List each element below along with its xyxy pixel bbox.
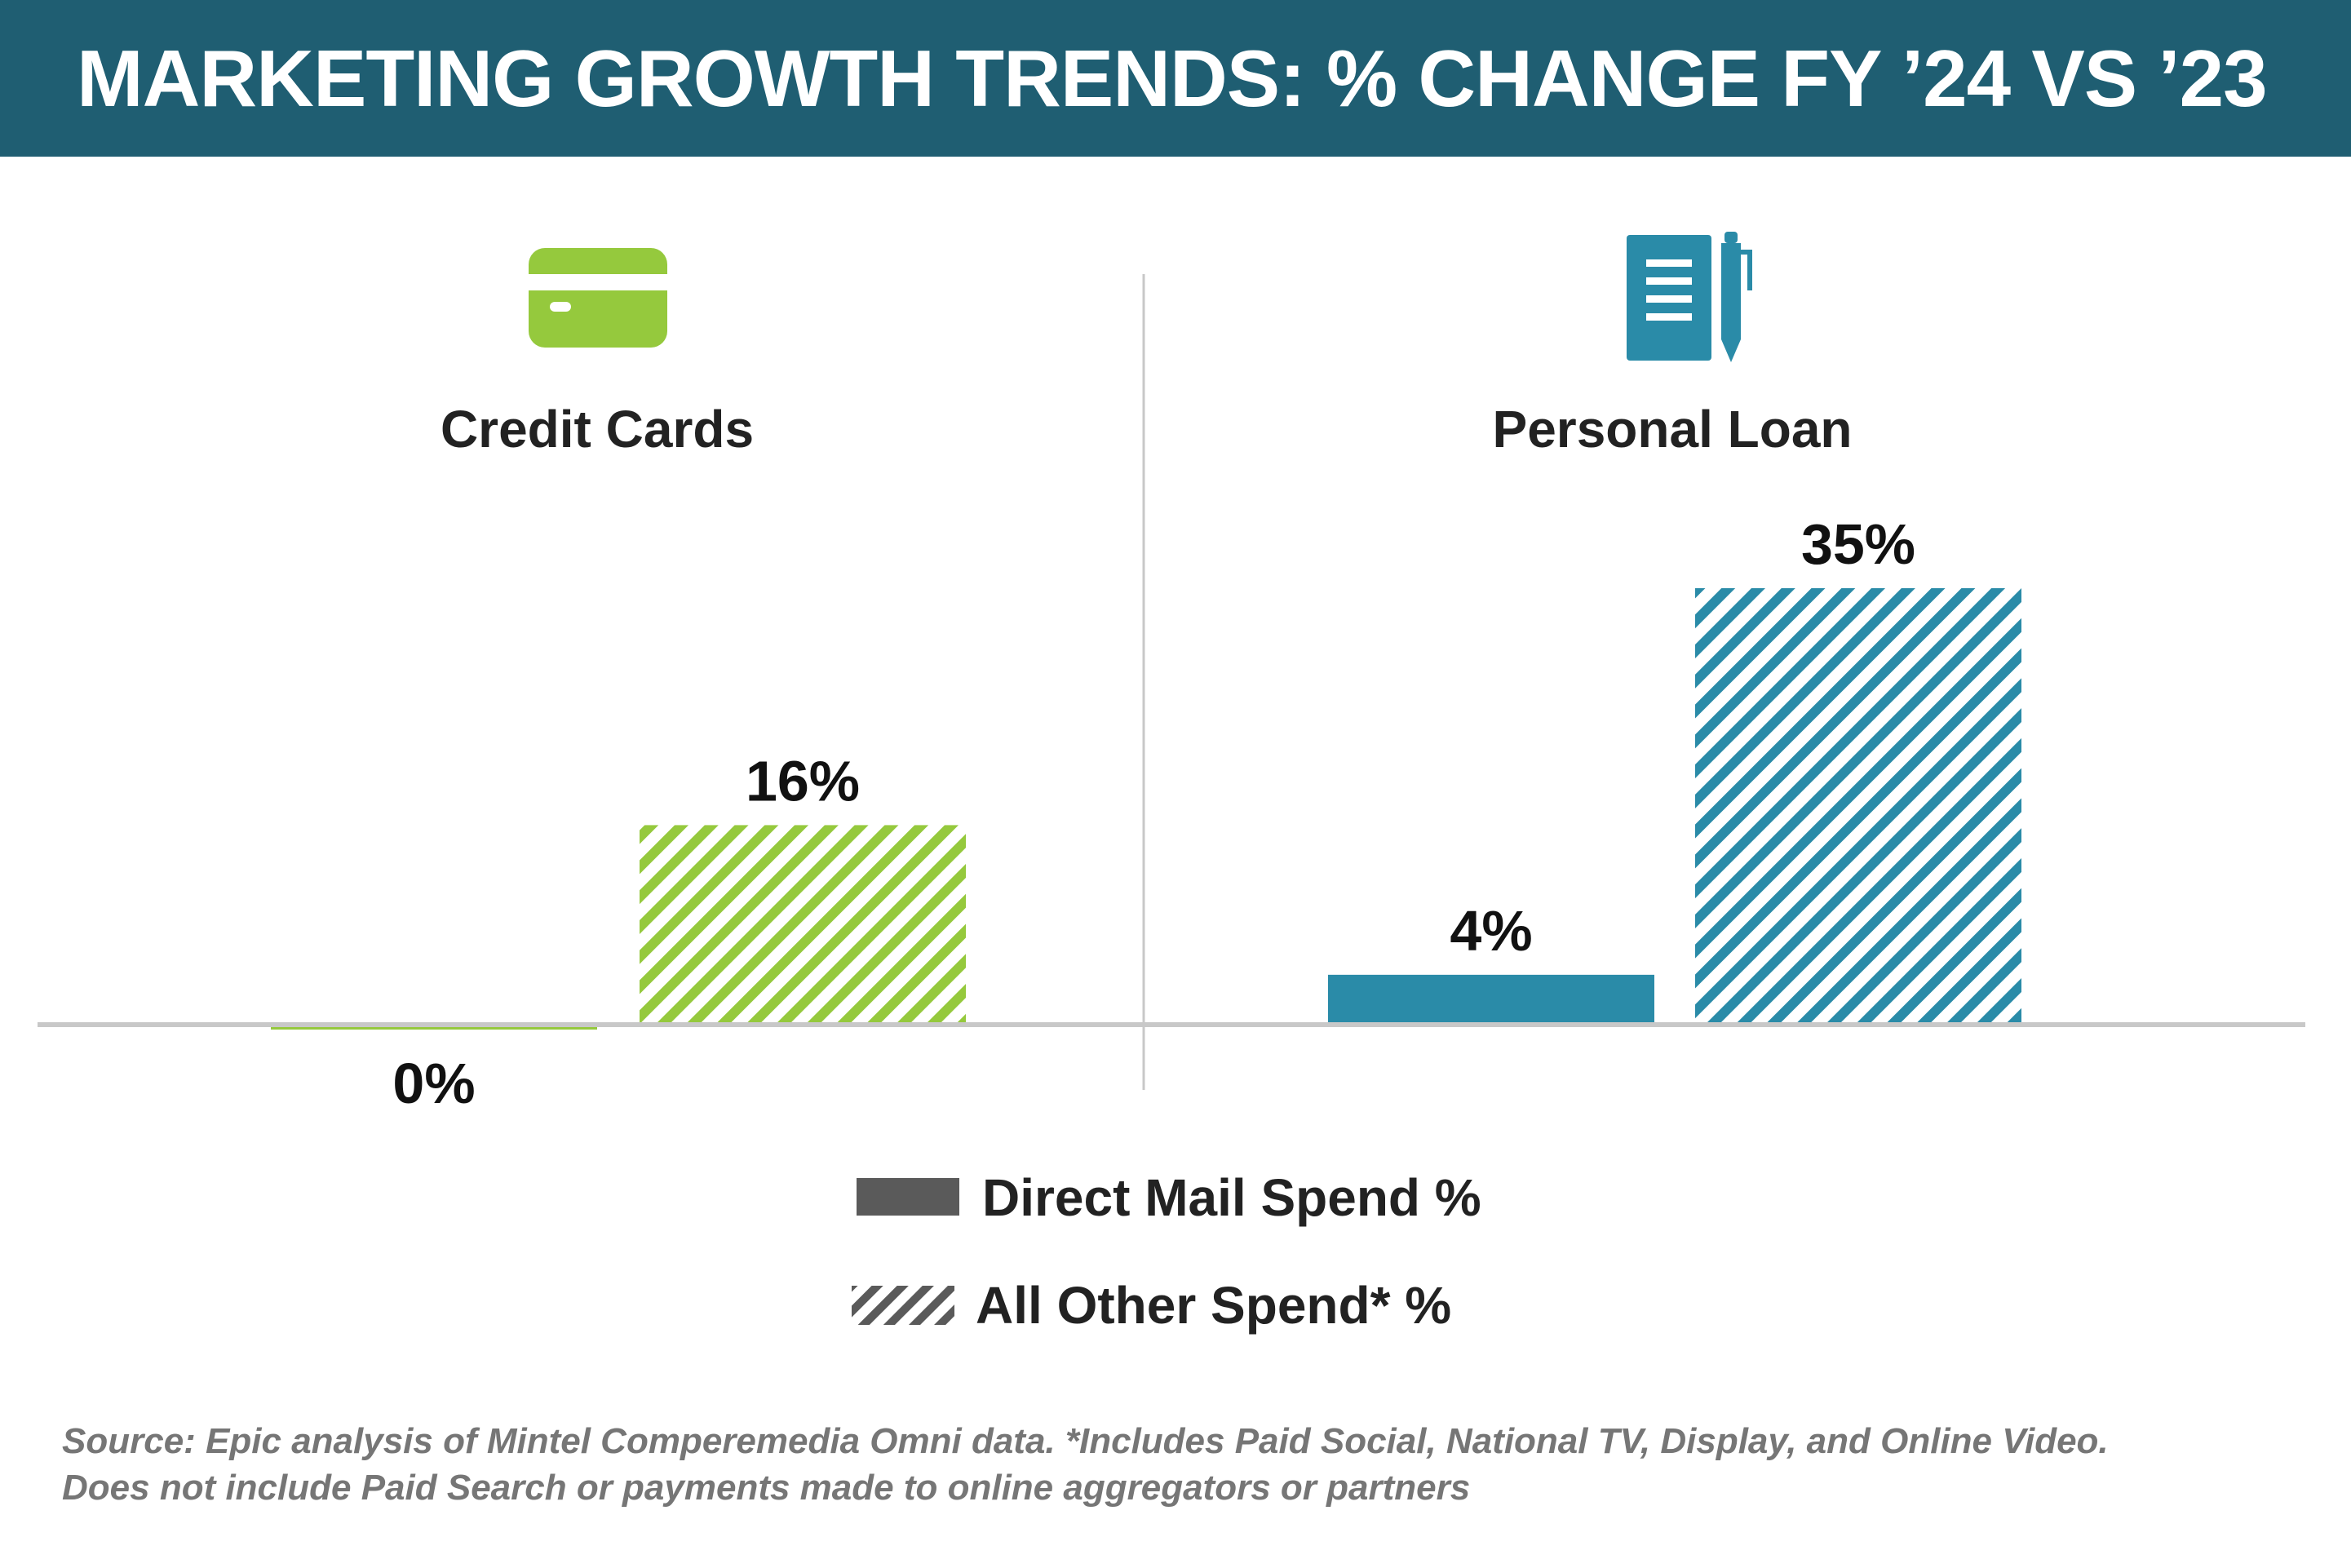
legend-swatch-direct-mail xyxy=(857,1178,959,1216)
legend-label-direct-mail: Direct Mail Spend % xyxy=(982,1168,1481,1227)
legend-swatch-all-other xyxy=(852,1286,954,1325)
header-bar: MARKETING GROWTH TRENDS: % CHANGE FY ’24… xyxy=(0,0,2351,157)
bar-credit-cards-all-other xyxy=(640,825,966,1025)
category-title-credit-cards: Credit Cards xyxy=(441,400,754,458)
footnote-line-1: Source: Epic analysis of Mintel Comperem… xyxy=(62,1421,2109,1461)
legend: Direct Mail Spend % All Other Spend* % xyxy=(852,1168,1481,1335)
value-label-personal-loan-direct-mail: 4% xyxy=(1450,899,1532,963)
page-title: MARKETING GROWTH TRENDS: % CHANGE FY ’24… xyxy=(77,33,2268,123)
legend-label-all-other: All Other Spend* % xyxy=(976,1276,1451,1335)
bar-personal-loan-direct-mail xyxy=(1328,974,1654,1025)
value-label-credit-cards-all-other: 16% xyxy=(746,749,860,813)
source-footnote: Source: Epic analysis of Mintel Comperem… xyxy=(62,1418,2313,1511)
credit-card-icon xyxy=(529,248,667,348)
value-label-credit-cards-direct-mail: 0% xyxy=(392,1052,475,1115)
footnote-line-2: Does not include Paid Search or payments… xyxy=(62,1468,1471,1508)
category-title-personal-loan: Personal Loan xyxy=(1493,400,1853,458)
bar-personal-loan-all-other xyxy=(1695,588,2021,1025)
notebook-pen-icon xyxy=(1627,232,1752,362)
value-label-personal-loan-all-other: 35% xyxy=(1801,512,1915,576)
